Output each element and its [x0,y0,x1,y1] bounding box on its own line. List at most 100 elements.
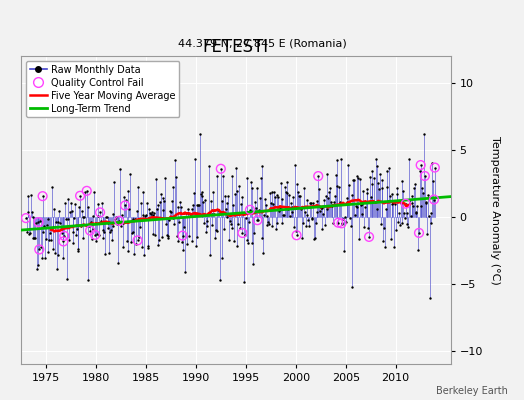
Point [335,184,343,191]
Point [188,238,196,244]
Point [377,185,386,192]
Point [295,192,303,199]
Point [41,255,49,261]
Point [61,200,69,206]
Point [281,183,289,190]
Point [200,220,209,226]
Point [292,232,301,238]
Point [105,250,113,256]
Point [414,247,422,253]
Point [112,214,120,220]
Point [164,233,172,239]
Point [324,195,332,202]
Point [353,204,362,210]
Point [92,238,100,244]
Point [132,240,140,247]
Point [298,204,307,210]
Point [395,210,403,216]
Point [176,199,184,206]
Point [362,198,370,205]
Point [381,205,390,212]
Point [172,174,180,181]
Point [396,221,404,228]
Point [85,223,93,230]
Point [158,233,166,240]
Point [292,232,301,238]
Point [99,227,107,233]
Point [226,221,235,227]
Point [236,225,244,232]
Point [42,222,51,228]
Point [151,176,160,183]
Point [109,210,117,217]
Point [198,192,206,199]
Point [97,218,105,224]
Point [148,231,157,237]
Point [270,189,278,196]
Point [178,239,186,246]
Point [56,220,64,226]
Point [283,179,292,185]
Point [246,207,254,213]
Point [158,195,167,202]
Point [352,202,360,209]
Legend: Raw Monthly Data, Quality Control Fail, Five Year Moving Average, Long-Term Tren: Raw Monthly Data, Quality Control Fail, … [26,61,180,117]
Point [99,235,107,242]
Point [88,236,96,242]
Point [362,190,370,196]
Point [399,188,407,194]
Point [302,212,311,219]
Point [187,212,195,219]
Point [192,233,201,240]
Point [144,245,152,252]
Point [334,220,342,226]
Point [332,183,341,189]
Point [393,191,401,197]
Point [417,202,425,209]
Point [378,177,387,184]
Point [147,209,156,216]
Point [276,205,284,211]
Point [383,167,391,174]
Point [24,193,32,199]
Point [86,219,95,225]
Point [271,194,279,200]
Point [275,208,283,214]
Point [25,230,34,237]
Point [280,212,288,218]
Point [122,197,130,203]
Point [30,235,38,241]
Point [95,232,103,238]
Point [366,173,374,180]
Point [174,204,182,211]
Point [411,209,420,215]
Point [242,215,250,222]
Point [227,225,236,231]
Point [367,180,376,187]
Point [157,191,165,198]
Point [175,219,183,226]
Point [77,223,85,230]
Point [421,173,429,179]
Point [424,192,432,199]
Point [168,197,176,204]
Point [52,219,60,225]
Point [427,210,435,217]
Point [28,235,37,242]
Point [296,192,304,199]
Point [22,215,30,221]
Point [415,230,423,236]
Point [46,230,54,236]
Point [304,217,312,224]
Point [205,163,213,169]
Point [246,207,254,213]
Point [217,198,226,204]
Point [34,219,42,225]
Point [65,237,73,243]
Point [278,195,287,202]
Point [146,210,154,217]
Point [431,164,439,171]
Point [257,175,265,181]
Point [70,215,79,221]
Point [201,196,209,203]
